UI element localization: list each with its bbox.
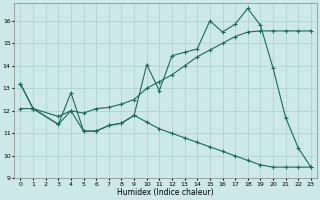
X-axis label: Humidex (Indice chaleur): Humidex (Indice chaleur) [117,188,214,197]
